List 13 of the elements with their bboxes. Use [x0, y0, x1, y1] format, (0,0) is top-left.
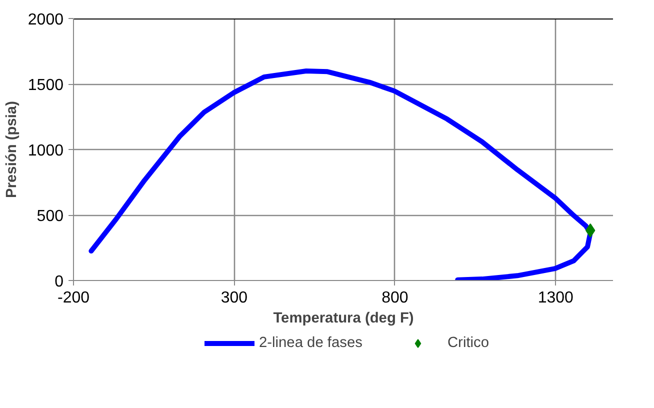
- x-tick-label: 800: [382, 290, 408, 306]
- y-tick-label: 1500: [28, 77, 64, 94]
- x-tick-label: 1300: [538, 290, 574, 306]
- y-axis-title: Presión (psia): [4, 100, 20, 198]
- y-tick-label: 2000: [28, 12, 64, 28]
- x-tick-label: 300: [220, 290, 248, 306]
- x-axis-title: Temperatura (deg F): [273, 310, 414, 326]
- y-tick-label: 0: [54, 274, 64, 290]
- y-tick-label: 500: [36, 208, 64, 225]
- y-tick-label: 1000: [28, 142, 64, 160]
- legend-label: 2-linea de fases: [258, 335, 362, 351]
- x-tick-label: -200: [57, 290, 90, 306]
- legend-label: Critico: [447, 335, 490, 351]
